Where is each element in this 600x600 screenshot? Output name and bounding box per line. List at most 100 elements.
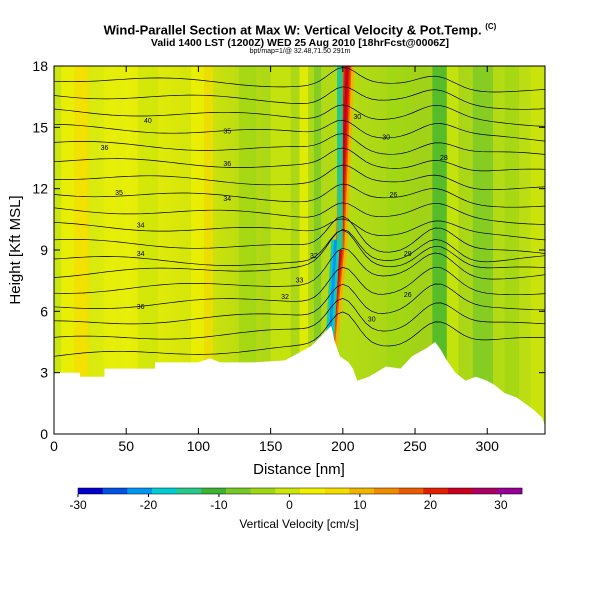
contour-labels: 40 36 35 34 34 36 35 36 34 32 33 32 30 30 28 26 29 26 30 [101, 114, 448, 323]
y-tick-label: 15 [32, 119, 48, 135]
colorbar-swatch [152, 488, 177, 494]
chart-subtitle: Valid 1400 LST (1200Z) WED 25 Aug 2010 [… [150, 37, 450, 49]
colorbar-tick-label: 0 [286, 498, 293, 512]
contour-label: 33 [296, 278, 304, 285]
colorbar-tick-label: 10 [353, 498, 367, 512]
theta-contours [54, 67, 545, 357]
theta-contour [54, 104, 545, 127]
theta-contour [54, 247, 545, 294]
velocity-band [299, 66, 309, 434]
theta-contour [54, 215, 545, 254]
colorbar-swatch [127, 488, 153, 494]
contour-label: 36 [101, 145, 109, 152]
colorbar-swatch [300, 488, 325, 494]
x-tick-label: 0 [50, 438, 58, 454]
velocity-band [104, 66, 117, 434]
theta-contour [54, 311, 545, 357]
colorbar-swatch [349, 488, 375, 494]
colorbar-tick-label: 20 [424, 498, 438, 512]
x-tick-label: 100 [187, 438, 211, 454]
x-tick-label: 300 [476, 438, 500, 454]
contour-label: 34 [137, 251, 145, 258]
colorbar-label: Vertical Velocity [cm/s] [239, 517, 358, 531]
theta-contour [54, 218, 545, 241]
velocity-band [530, 66, 545, 434]
contour-label: 26 [389, 192, 397, 199]
velocity-band [204, 66, 213, 434]
downdraft-core [328, 239, 338, 342]
contour-label: 36 [223, 161, 231, 168]
colorbar-frame [77, 487, 523, 495]
theta-contour [54, 283, 545, 325]
colorbar-swatch [226, 488, 251, 494]
velocity-field [61, 66, 545, 434]
chart-title-text: Wind-Parallel Section at Max W: Vertical… [103, 22, 482, 38]
contour-label: 36 [137, 304, 145, 311]
colorbar-swatch [176, 488, 202, 494]
y-tick-label: 0 [40, 426, 48, 442]
velocity-band [191, 66, 205, 434]
colorbar-swatch [324, 488, 350, 494]
contour-label: 35 [223, 128, 231, 135]
theta-contour [54, 147, 545, 172]
contour-label: 32 [281, 294, 289, 301]
x-axis: 0 50 100 150 200 250 300 [50, 66, 499, 454]
y-tick-label: 6 [40, 303, 48, 319]
y-tick-label: 9 [40, 242, 48, 258]
terrain-mask [54, 325, 545, 434]
y-tick-label: 12 [32, 181, 48, 197]
contour-label: 30 [368, 317, 376, 324]
velocity-band [472, 66, 494, 434]
colorbar-swatch [423, 488, 449, 494]
theta-contour [54, 119, 545, 142]
y-axis-label: Height [Kft MSL] [7, 195, 24, 304]
velocity-band [137, 66, 158, 434]
colorbar-swatch [374, 488, 399, 494]
colorbar-swatch [250, 488, 276, 494]
colorbar-swatch [201, 488, 227, 494]
x-tick-label: 150 [259, 438, 283, 454]
contour-label: 35 [115, 190, 123, 197]
colorbar-tick-label: -10 [210, 498, 228, 512]
x-axis-label: Distance [nm] [253, 461, 345, 478]
contour-label: 34 [137, 222, 145, 229]
theta-contour [54, 183, 545, 208]
colorbar-swatch [398, 488, 424, 494]
velocity-band [270, 66, 291, 434]
theta-contour [54, 67, 545, 93]
contour-label: 34 [223, 196, 231, 203]
x-tick-label: 50 [118, 438, 134, 454]
colorbar-tick-label: -20 [140, 498, 158, 512]
colorbar-swatch [472, 488, 498, 494]
theta-contour [54, 298, 545, 340]
updraft-core [328, 66, 349, 353]
contour-label: 32 [310, 253, 318, 260]
velocity-band [74, 66, 89, 434]
chart-subtitle-small: bpt/map=1/@ 32.48,71.50 291m [249, 48, 351, 55]
colorbar-swatch [275, 488, 301, 494]
x-tick-label: 250 [403, 438, 427, 454]
theta-contour [54, 202, 545, 225]
updraft-edge [337, 66, 343, 250]
colorbar-swatch [497, 488, 523, 494]
colorbar-swatch [78, 488, 103, 494]
chart-title: Wind-Parallel Section at Max W: Vertical… [0, 22, 600, 37]
velocity-band [504, 66, 520, 434]
contour-label: 28 [440, 155, 448, 162]
velocity-band [446, 66, 459, 434]
contour-label: 30 [382, 135, 390, 142]
colorbar: -30 -20 -10 0 10 20 30 [69, 487, 523, 512]
contour-label: 30 [353, 114, 361, 121]
contour-label: 40 [144, 118, 152, 125]
theta-contour [54, 266, 545, 309]
theta-contour [54, 86, 545, 110]
velocity-band [238, 66, 257, 434]
x-tick-label: 200 [331, 438, 355, 454]
velocity-band [313, 66, 322, 434]
contour-label: 26 [404, 292, 412, 299]
title-mark: (C) [485, 22, 497, 31]
colorbar-swatch [102, 488, 128, 494]
velocity-band [432, 66, 447, 434]
